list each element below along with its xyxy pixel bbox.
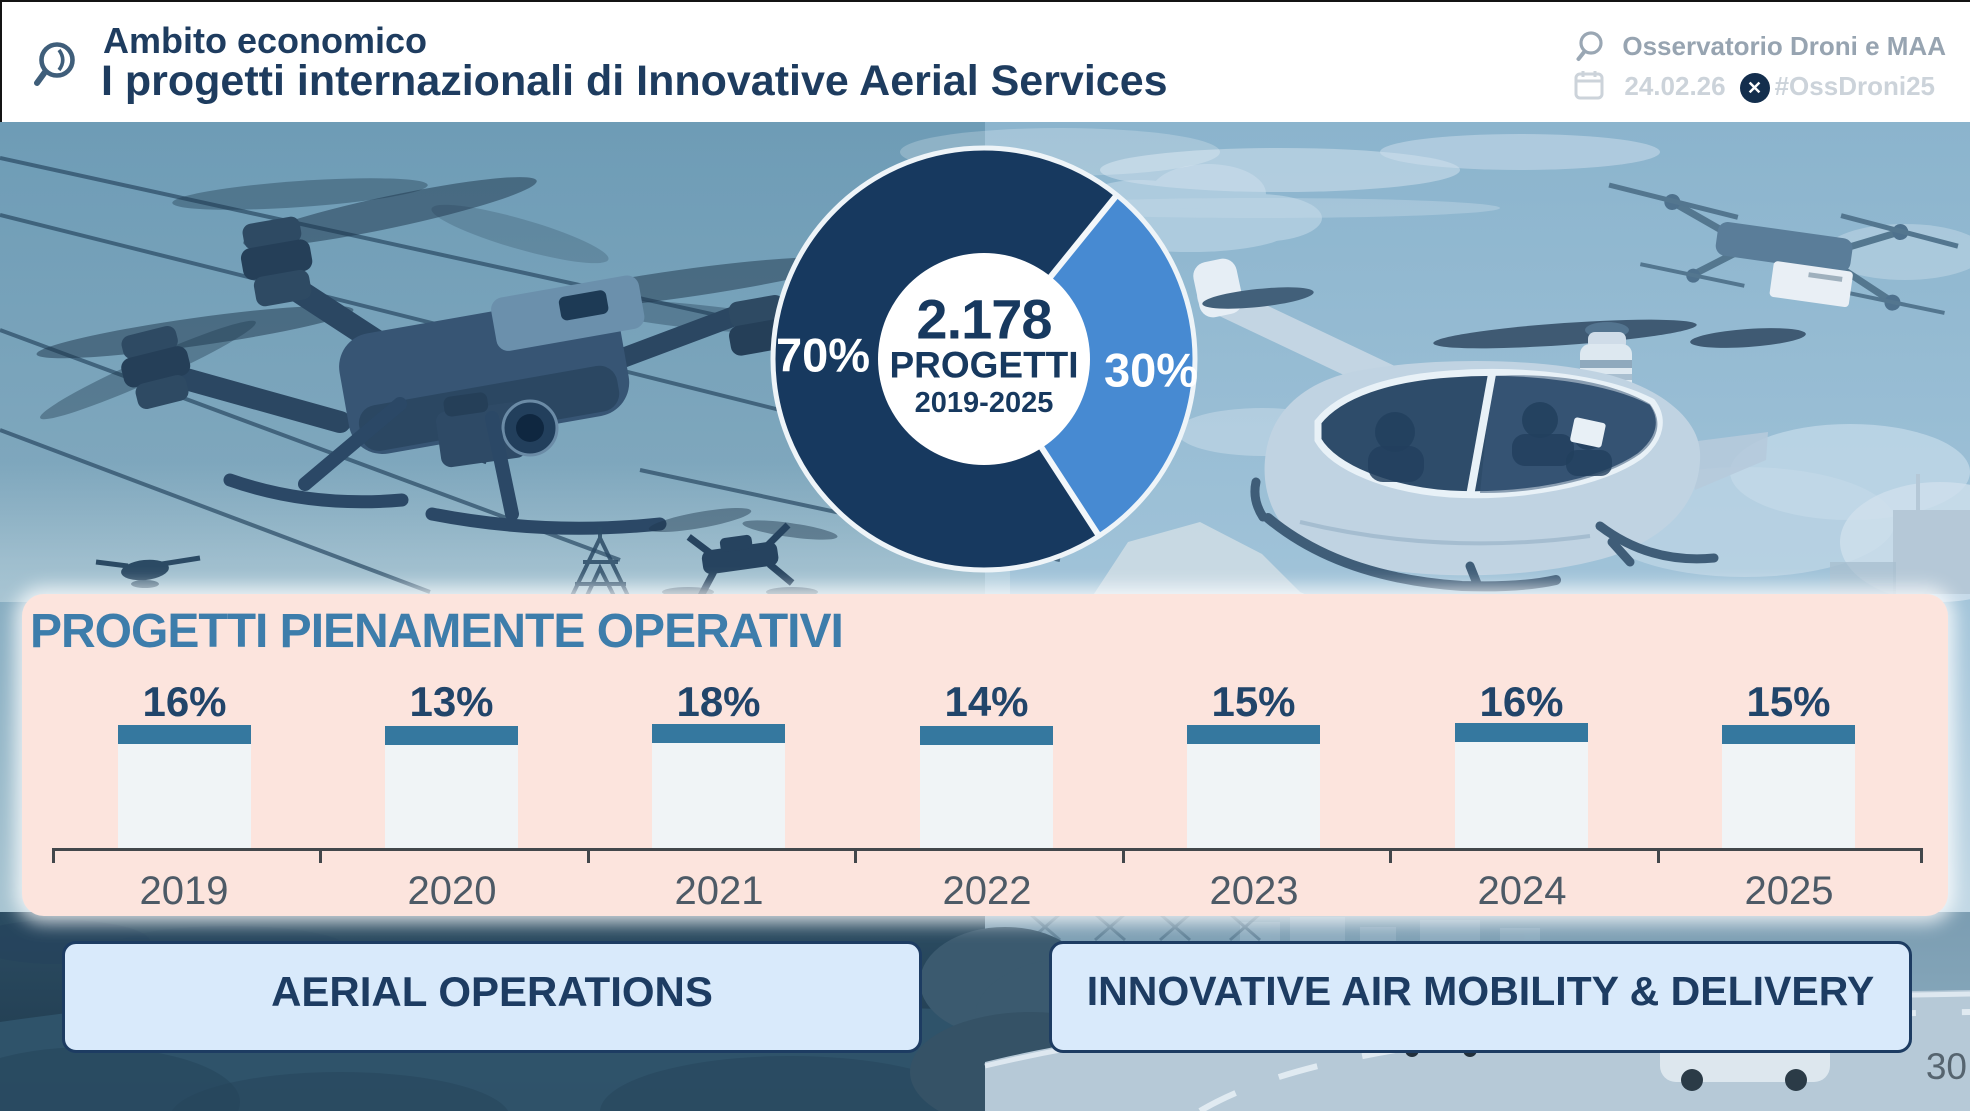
svg-text:PROGETTI: PROGETTI bbox=[889, 345, 1078, 386]
svg-text:2.178: 2.178 bbox=[916, 288, 1051, 351]
svg-text:2019-2025: 2019-2025 bbox=[915, 387, 1054, 419]
svg-text:30%: 30% bbox=[1104, 344, 1198, 397]
svg-text:70%: 70% bbox=[776, 329, 870, 382]
